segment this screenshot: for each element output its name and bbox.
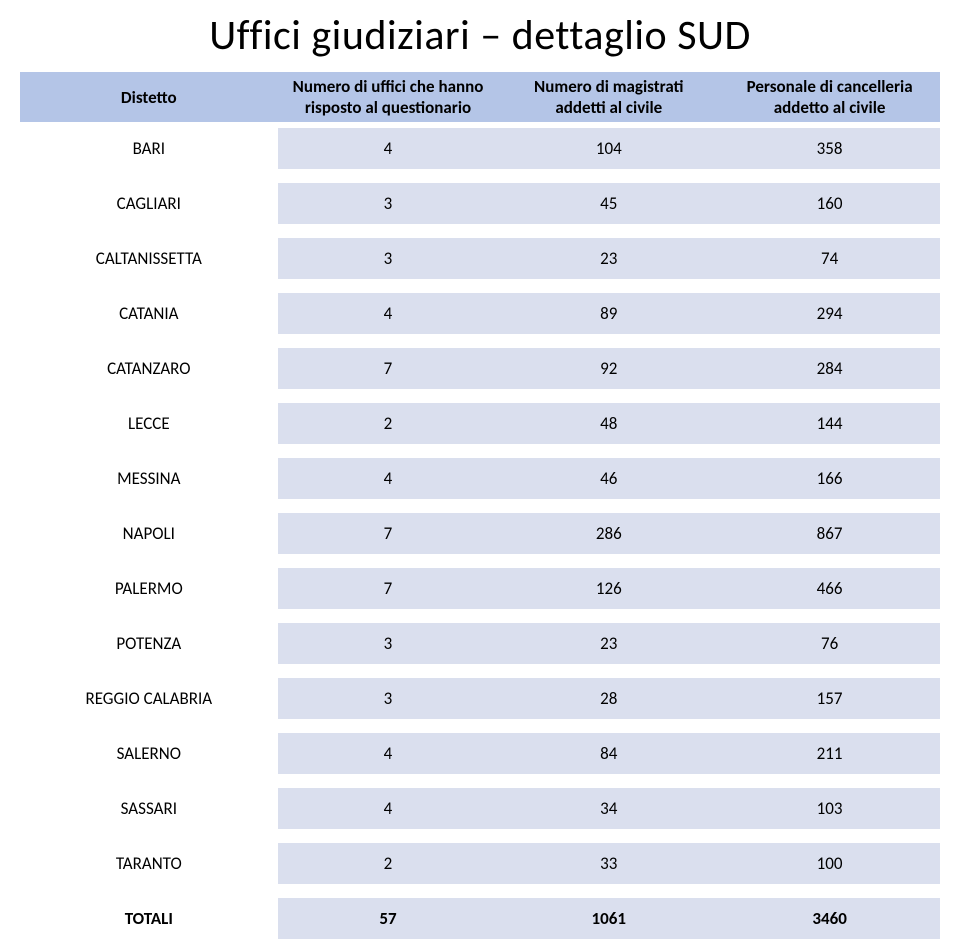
data-table: Distetto Numero di uffici che hanno risp… (20, 69, 940, 939)
table-row: MESSINA446166 (20, 451, 940, 506)
table-row: POTENZA32376 (20, 616, 940, 671)
table-header-row: Distetto Numero di uffici che hanno risp… (20, 71, 940, 126)
row-value: 126 (498, 561, 719, 616)
row-value: 3 (278, 616, 499, 671)
total-label: TOTALI (20, 891, 278, 939)
row-value: 4 (278, 781, 499, 836)
row-label: PALERMO (20, 561, 278, 616)
table-row: REGGIO CALABRIA328157 (20, 671, 940, 726)
table-row: SASSARI434103 (20, 781, 940, 836)
row-value: 4 (278, 125, 499, 176)
row-label: SASSARI (20, 781, 278, 836)
row-value: 157 (719, 671, 940, 726)
row-value: 166 (719, 451, 940, 506)
row-value: 76 (719, 616, 940, 671)
row-value: 4 (278, 286, 499, 341)
row-label: CATANZARO (20, 341, 278, 396)
row-value: 294 (719, 286, 940, 341)
row-value: 74 (719, 231, 940, 286)
row-value: 92 (498, 341, 719, 396)
row-value: 100 (719, 836, 940, 891)
row-label: TARANTO (20, 836, 278, 891)
table-row: PALERMO7126466 (20, 561, 940, 616)
row-label: CALTANISSETTA (20, 231, 278, 286)
row-label: LECCE (20, 396, 278, 451)
row-value: 3 (278, 671, 499, 726)
row-value: 7 (278, 506, 499, 561)
row-value: 103 (719, 781, 940, 836)
total-value: 3460 (719, 891, 940, 939)
table-row: CATANZARO792284 (20, 341, 940, 396)
row-label: REGGIO CALABRIA (20, 671, 278, 726)
row-value: 867 (719, 506, 940, 561)
row-value: 284 (719, 341, 940, 396)
row-value: 4 (278, 726, 499, 781)
row-value: 34 (498, 781, 719, 836)
row-value: 28 (498, 671, 719, 726)
row-value: 144 (719, 396, 940, 451)
row-value: 89 (498, 286, 719, 341)
row-value: 3 (278, 176, 499, 231)
row-value: 7 (278, 561, 499, 616)
row-value: 104 (498, 125, 719, 176)
row-label: SALERNO (20, 726, 278, 781)
col-header-distetto: Distetto (20, 71, 278, 126)
total-value: 1061 (498, 891, 719, 939)
table-row: NAPOLI7286867 (20, 506, 940, 561)
row-value: 358 (719, 125, 940, 176)
total-value: 57 (278, 891, 499, 939)
row-label: BARI (20, 125, 278, 176)
row-value: 23 (498, 616, 719, 671)
table-row: LECCE248144 (20, 396, 940, 451)
row-value: 84 (498, 726, 719, 781)
row-value: 46 (498, 451, 719, 506)
col-header-personale: Personale di cancelleria addetto al civi… (719, 71, 940, 126)
row-value: 466 (719, 561, 940, 616)
row-value: 211 (719, 726, 940, 781)
table-row: CATANIA489294 (20, 286, 940, 341)
table-row: CAGLIARI345160 (20, 176, 940, 231)
row-value: 33 (498, 836, 719, 891)
table-row-total: TOTALI5710613460 (20, 891, 940, 939)
row-value: 286 (498, 506, 719, 561)
row-label: MESSINA (20, 451, 278, 506)
table-row: TARANTO233100 (20, 836, 940, 891)
col-header-uffici: Numero di uffici che hanno risposto al q… (278, 71, 499, 126)
table-row: BARI4104358 (20, 125, 940, 176)
row-value: 2 (278, 836, 499, 891)
row-label: POTENZA (20, 616, 278, 671)
row-value: 48 (498, 396, 719, 451)
row-value: 160 (719, 176, 940, 231)
row-value: 7 (278, 341, 499, 396)
col-header-magistrati: Numero di magistrati addetti al civile (498, 71, 719, 126)
table-row: CALTANISSETTA32374 (20, 231, 940, 286)
row-value: 4 (278, 451, 499, 506)
table-row: SALERNO484211 (20, 726, 940, 781)
row-value: 2 (278, 396, 499, 451)
row-value: 45 (498, 176, 719, 231)
row-label: CATANIA (20, 286, 278, 341)
row-value: 23 (498, 231, 719, 286)
page-title: Uffici giudiziari – dettaglio SUD (20, 10, 940, 61)
row-label: CAGLIARI (20, 176, 278, 231)
row-value: 3 (278, 231, 499, 286)
row-label: NAPOLI (20, 506, 278, 561)
